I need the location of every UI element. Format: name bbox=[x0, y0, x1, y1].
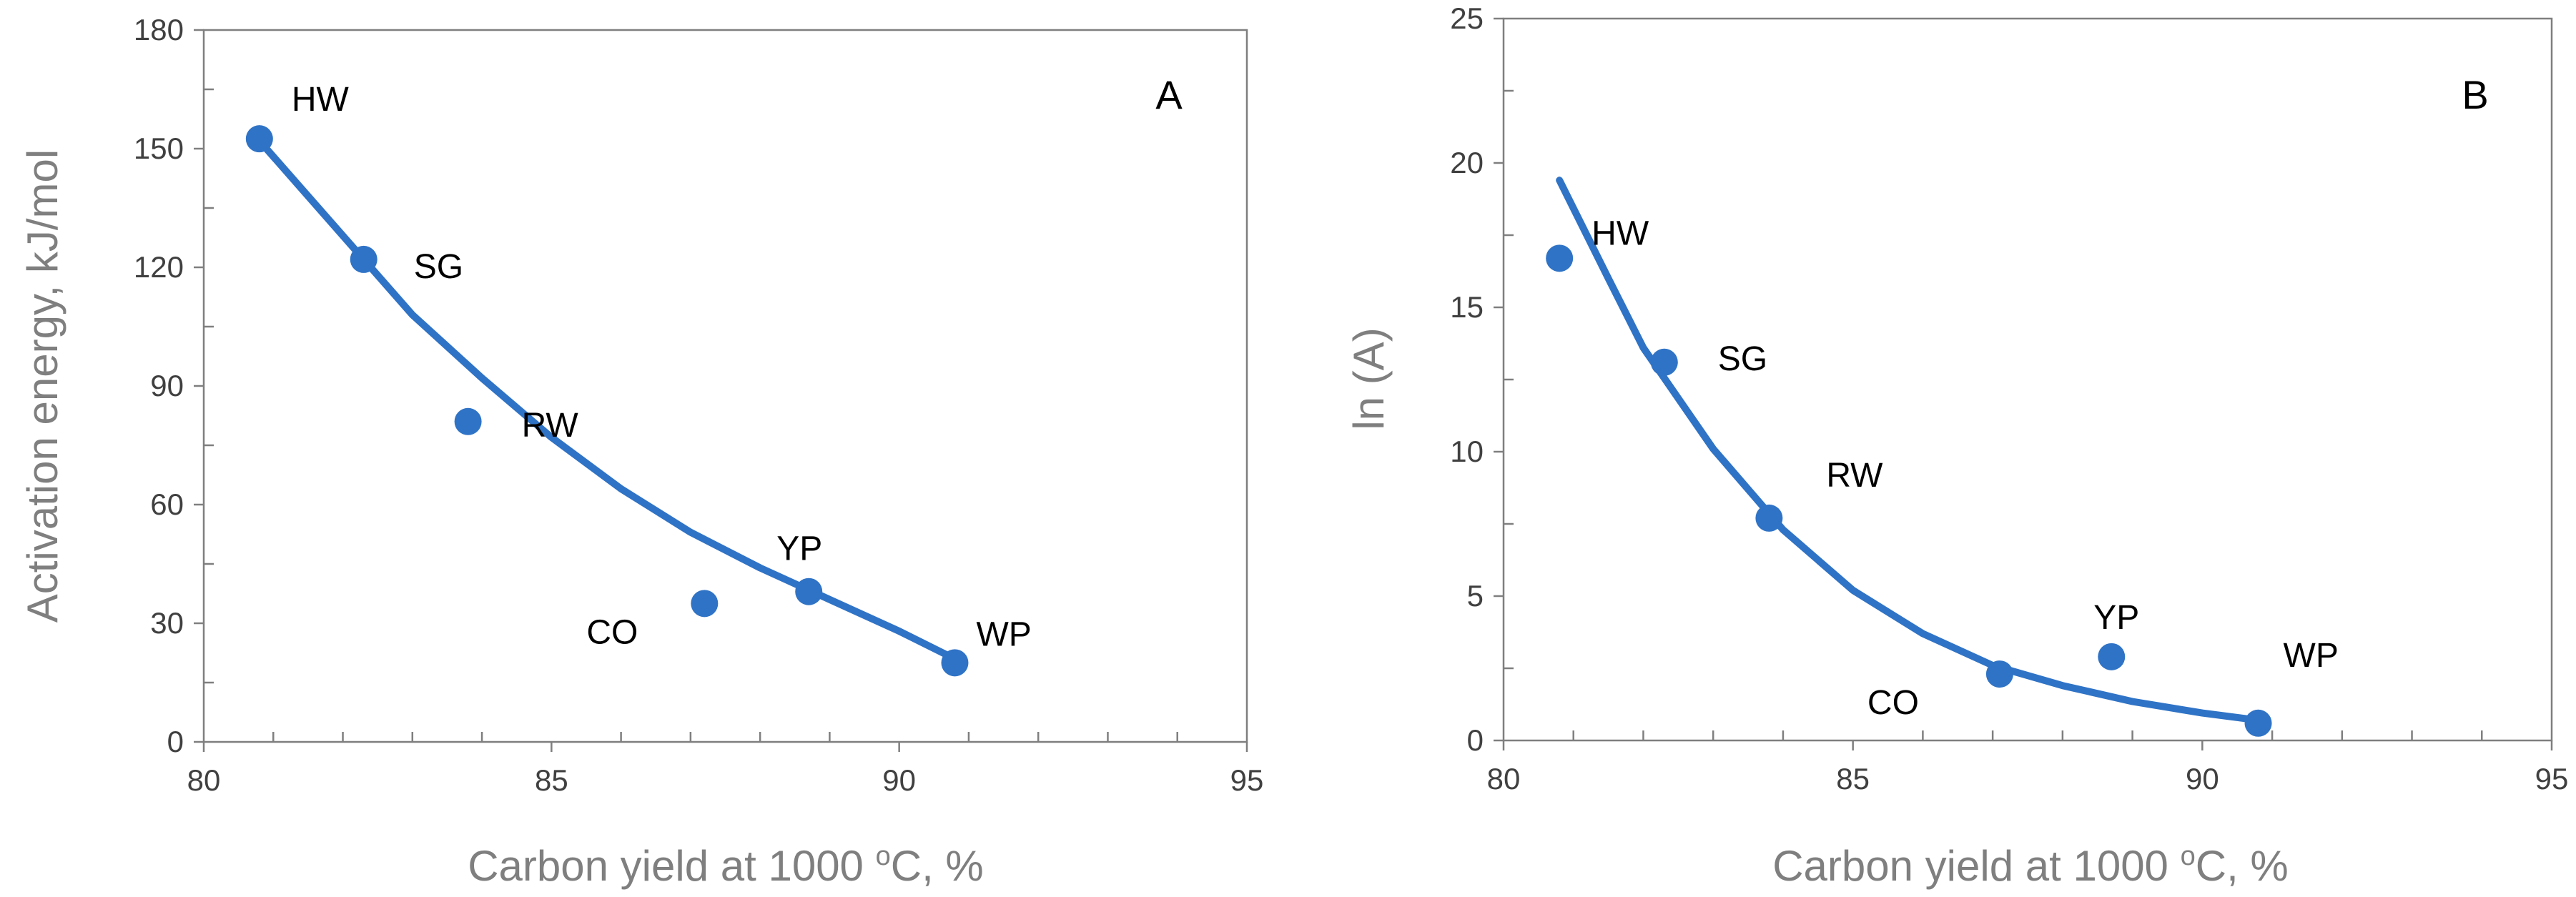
data-point-co bbox=[1985, 660, 2013, 688]
point-label-sg: SG bbox=[1718, 340, 1767, 378]
y-tick-label: 25 bbox=[1450, 1, 1484, 35]
point-labels-layer: HW SG RW CO YP WP bbox=[1592, 214, 2339, 722]
x-tick-label: 95 bbox=[1230, 763, 1264, 797]
y-tick-label: 90 bbox=[150, 369, 184, 402]
y-tick-label: 30 bbox=[150, 606, 184, 640]
points-layer bbox=[1546, 244, 2272, 737]
y-tick-label: 10 bbox=[1450, 435, 1484, 468]
data-point-wp bbox=[2244, 709, 2272, 737]
plot-area-frame bbox=[1502, 17, 2553, 742]
y-tick-label: 20 bbox=[1450, 146, 1484, 179]
panel-letter: B bbox=[2462, 72, 2488, 117]
panel-letter: A bbox=[1155, 72, 1183, 117]
y-tick-labels: 0 5 10 15 20 25 bbox=[1450, 1, 1484, 757]
y-tick-label: 0 bbox=[1467, 723, 1484, 757]
x-tick-label: 85 bbox=[535, 763, 568, 797]
trendline bbox=[255, 137, 959, 663]
point-labels-layer: HW SG RW CO YP WP bbox=[292, 81, 1032, 653]
y-tick-label: 0 bbox=[167, 725, 184, 758]
x-tick-label: 95 bbox=[2535, 762, 2569, 796]
data-point-yp bbox=[795, 578, 823, 605]
data-point-co bbox=[691, 590, 719, 618]
trendline-layer bbox=[1556, 177, 2262, 724]
point-label-yp: YP bbox=[776, 530, 822, 568]
y-tick-label: 120 bbox=[134, 250, 184, 284]
data-point-yp bbox=[2098, 643, 2126, 670]
y-tick-label: 150 bbox=[134, 132, 184, 165]
point-label-wp: WP bbox=[2284, 637, 2339, 675]
x-axis-title: Carbon yield at 1000 oC, % bbox=[468, 841, 984, 890]
y-tick-label: 180 bbox=[134, 13, 184, 46]
y-tick-label: 15 bbox=[1450, 290, 1484, 324]
data-point-rw bbox=[454, 407, 482, 435]
x-tick-labels: 80 85 90 95 bbox=[187, 763, 1264, 797]
data-point-wp bbox=[941, 649, 969, 677]
x-tick-labels: 80 85 90 95 bbox=[1487, 762, 2569, 796]
data-point-rw bbox=[1755, 504, 1783, 532]
point-label-rw: RW bbox=[1826, 457, 1883, 495]
point-label-yp: YP bbox=[2093, 599, 2139, 637]
chart-panel-a: HW SG RW CO YP WP 80 85 90 95 0 30 60 90 120 150 180 A… bbox=[19, 13, 1263, 890]
trendline bbox=[1556, 177, 2262, 724]
y-tick-labels: 0 30 60 90 120 150 180 bbox=[134, 13, 184, 758]
x-tick-label: 80 bbox=[187, 763, 221, 797]
points-layer bbox=[245, 125, 969, 677]
y-axis-title: ln (A) bbox=[1345, 327, 1393, 430]
point-label-co: CO bbox=[1867, 684, 1919, 722]
data-point-sg bbox=[1650, 348, 1678, 376]
data-point-hw bbox=[245, 125, 273, 153]
data-point-hw bbox=[1546, 244, 1574, 272]
chart-panel-b: HW SG RW CO YP WP 80 85 90 95 0 5 10 15 20 25 B Carbo… bbox=[1345, 1, 2568, 890]
tick-marks bbox=[1494, 17, 2553, 750]
plot-area-frame bbox=[202, 29, 1248, 743]
point-label-rw: RW bbox=[522, 407, 579, 445]
trendline-layer bbox=[255, 137, 959, 663]
tick-marks bbox=[194, 29, 1248, 752]
x-tick-label: 90 bbox=[882, 763, 916, 797]
point-label-hw: HW bbox=[1592, 214, 1649, 252]
y-axis-title: Activation energy, kJ/mol bbox=[19, 149, 66, 623]
y-tick-label: 60 bbox=[150, 487, 184, 521]
x-tick-label: 85 bbox=[1836, 762, 1870, 796]
x-axis-title: Carbon yield at 1000 oC, % bbox=[1772, 841, 2289, 890]
point-label-co: CO bbox=[586, 613, 638, 651]
point-label-sg: SG bbox=[414, 248, 463, 286]
y-tick-label: 5 bbox=[1467, 579, 1484, 613]
data-point-sg bbox=[350, 245, 377, 273]
point-label-hw: HW bbox=[292, 81, 350, 119]
point-label-wp: WP bbox=[976, 615, 1031, 653]
x-tick-label: 80 bbox=[1487, 762, 1521, 796]
x-tick-label: 90 bbox=[2186, 762, 2219, 796]
